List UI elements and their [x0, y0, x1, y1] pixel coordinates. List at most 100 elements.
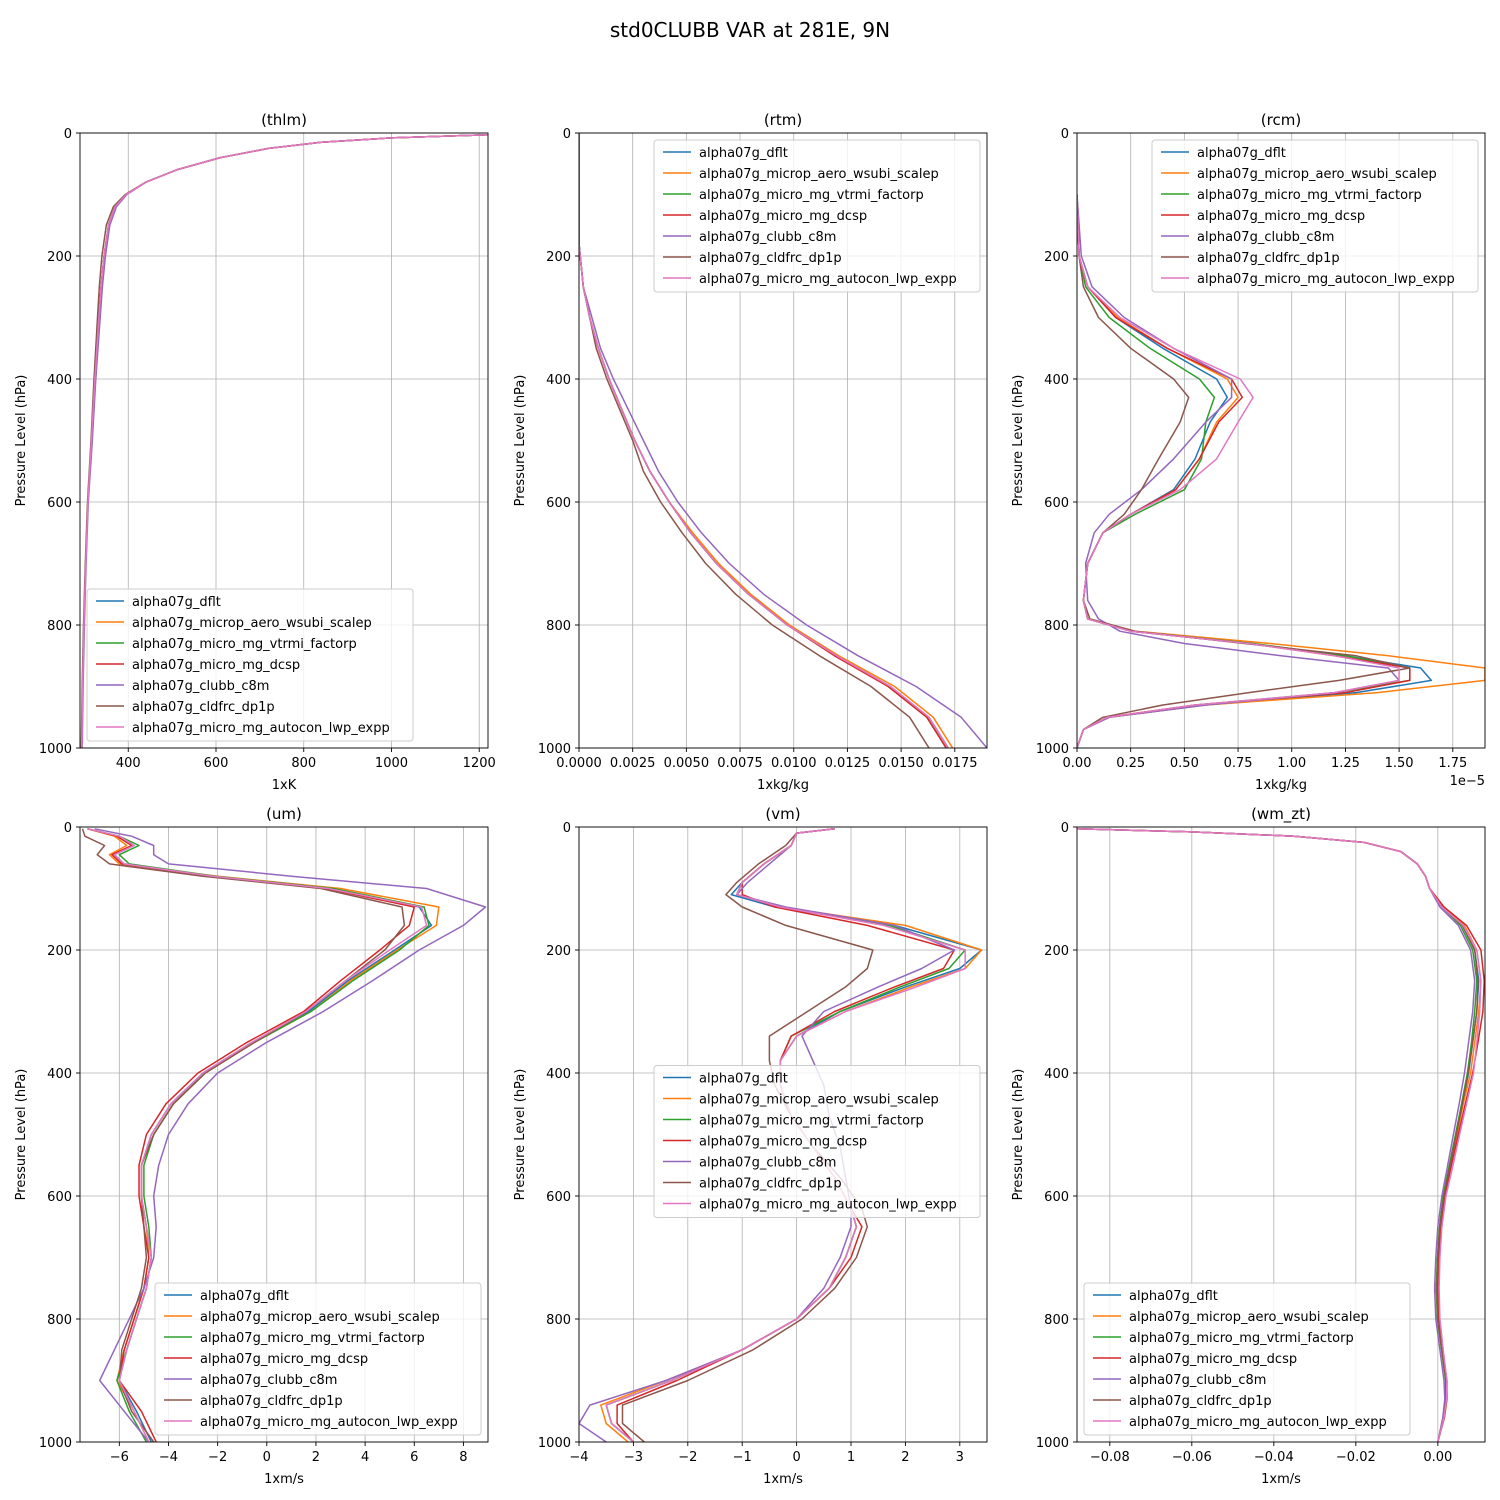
x-tick-label: 0.0100: [771, 756, 817, 771]
x-tick-label: −0.08: [1090, 1450, 1130, 1465]
legend-entry: alpha07g_microp_aero_wsubi_scalep: [200, 1310, 440, 1325]
legend-box: [653, 139, 981, 293]
panel-rcm: 0.00 0.25 0.50 0.75 1.00 1.25 1.50 1.75 0 200 400 6…: [1011, 111, 1486, 793]
x-axis-label: 1xm/s: [264, 1472, 304, 1487]
legend-entry: alpha07g_clubb_c8m: [1129, 1373, 1266, 1388]
y-tick-label: 200: [47, 944, 72, 959]
legend-entry: alpha07g_dflt: [132, 595, 221, 610]
y-tick-label: 400: [1044, 1067, 1069, 1082]
axes-frame: [578, 826, 988, 1443]
panel-vm: −4 −3 −2 −1 0 1 2 3 0 200 400 600 800 1000 (vm) 1xm/s Pr…: [513, 805, 988, 1487]
y-axis-label: Pressure Level (hPa): [14, 375, 29, 507]
legend-entry: alpha07g_cldfrc_dp1p: [200, 1394, 343, 1409]
series-group: [80, 134, 488, 748]
x-tick-label: 2: [312, 1450, 320, 1465]
legend-entry: alpha07g_micro_mg_autocon_lwp_expp: [699, 1198, 957, 1213]
x-tick-label: 0.0075: [717, 756, 763, 771]
panel-um: −6 −4 −2 0 2 4 6 8 0 200 400 600 800 1000 (um) 1xm/s Pre…: [14, 805, 489, 1487]
y-tick-label: 800: [47, 1313, 72, 1328]
legend-entry: alpha07g_dflt: [1129, 1289, 1218, 1304]
x-tick-label: 0.50: [1170, 756, 1199, 771]
x-tick-label: 600: [204, 756, 229, 771]
series-group: [579, 133, 987, 748]
x-axis-label: 1xm/s: [1261, 1472, 1301, 1487]
x-tick-label: −2: [208, 1450, 227, 1465]
x-tick-label: 2: [901, 1450, 909, 1465]
x-tick-label: −0.06: [1172, 1450, 1212, 1465]
x-tick-label: 0.00: [1423, 1450, 1452, 1465]
x-tick-label: −3: [624, 1450, 643, 1465]
y-axis-label: Pressure Level (hPa): [1011, 1069, 1026, 1201]
x-tick-label: −4: [569, 1450, 588, 1465]
y-tick-label: 1000: [538, 1436, 571, 1451]
y-tick-label: 400: [1044, 373, 1069, 388]
x-axis-label: 1xm/s: [763, 1472, 803, 1487]
panel-thlm: 400 600 800 1000 1200 0 200 400 600 800 1000 (thlm)…: [14, 111, 496, 793]
legend-entry: alpha07g_microp_aero_wsubi_scalep: [1197, 167, 1437, 182]
legend-box: [653, 1065, 981, 1218]
y-tick-label: 800: [546, 1313, 571, 1328]
legend: alpha07g_dflt alpha07g_microp_aero_wsubi_…: [653, 1065, 981, 1218]
legend-entry: alpha07g_micro_mg_dcsp: [1197, 209, 1365, 224]
y-tick-label: 400: [546, 373, 571, 388]
series-line-alpha07g_micro_mg_autocon_lwp_expp: [1077, 828, 1482, 1442]
y-tick-label: 1000: [538, 742, 571, 757]
legend-entry: alpha07g_cldfrc_dp1p: [1197, 251, 1340, 266]
y-tick-label: 1000: [1036, 742, 1069, 757]
series-group: [1077, 194, 1485, 748]
panel-rtm: 0.0000 0.0025 0.0050 0.0075 0.0100 0.0125 0.01…: [513, 111, 988, 793]
panel-title: (vm): [765, 805, 800, 823]
x-tick-label: 0.0125: [825, 756, 871, 771]
legend-entry: alpha07g_clubb_c8m: [132, 679, 269, 694]
legend-entry: alpha07g_micro_mg_dcsp: [132, 658, 300, 673]
legend-entry: alpha07g_micro_mg_autocon_lwp_expp: [1197, 272, 1455, 287]
y-axis-label: Pressure Level (hPa): [1011, 375, 1026, 507]
x-tick-label: 0.00: [1063, 756, 1092, 771]
legend-entry: alpha07g_micro_mg_vtrmi_factorp: [200, 1331, 425, 1346]
y-tick-label: 0: [563, 821, 571, 836]
axes-frame: [1076, 132, 1486, 749]
legend-entry: alpha07g_clubb_c8m: [1197, 230, 1334, 245]
x-tick-label: 0.0050: [664, 756, 710, 771]
legend-entry: alpha07g_micro_mg_autocon_lwp_expp: [132, 721, 390, 736]
y-tick-label: 800: [1044, 619, 1069, 634]
x-tick-label: −1: [733, 1450, 752, 1465]
legend-entry: alpha07g_micro_mg_autocon_lwp_expp: [200, 1415, 458, 1430]
legend-entry: alpha07g_micro_mg_vtrmi_factorp: [699, 188, 924, 203]
legend-entry: alpha07g_dflt: [1197, 146, 1286, 161]
legend: alpha07g_dflt alpha07g_microp_aero_wsubi_…: [1083, 1282, 1411, 1436]
series-group: [81, 828, 487, 1442]
x-tick-label: 0.0000: [556, 756, 602, 771]
legend-entry: alpha07g_micro_mg_autocon_lwp_expp: [1129, 1415, 1387, 1430]
legend-entry: alpha07g_micro_mg_autocon_lwp_expp: [699, 272, 957, 287]
legend-entry: alpha07g_micro_mg_dcsp: [699, 1135, 867, 1150]
axes-frame: [79, 826, 489, 1443]
legend-box: [86, 588, 414, 742]
legend-entry: alpha07g_cldfrc_dp1p: [1129, 1394, 1272, 1409]
x-tick-label: 0.75: [1224, 756, 1253, 771]
x-tick-label: 1200: [463, 756, 496, 771]
legend-entry: alpha07g_microp_aero_wsubi_scalep: [1129, 1310, 1369, 1325]
y-axis-label: Pressure Level (hPa): [513, 1069, 528, 1201]
series-line-alpha07g_micro_mg_autocon_lwp_expp: [87, 828, 428, 1442]
x-tick-label: 0.0175: [932, 756, 978, 771]
y-tick-label: 400: [47, 373, 72, 388]
series-group: [1077, 828, 1485, 1442]
x-tick-label: 400: [116, 756, 141, 771]
axes-frame: [578, 132, 988, 749]
x-axis-label: 1xkg/kg: [1255, 778, 1307, 793]
y-tick-label: 600: [1044, 496, 1069, 511]
y-tick-label: 1000: [1036, 1436, 1069, 1451]
panel-wm_zt: −0.08 −0.06 −0.04 −0.02 0.00 0 200 400 600 800 100…: [1011, 805, 1486, 1487]
legend-entry: alpha07g_clubb_c8m: [200, 1373, 337, 1388]
legend-entry: alpha07g_microp_aero_wsubi_scalep: [699, 1093, 939, 1108]
y-tick-label: 0: [64, 127, 72, 142]
legend-box: [1151, 139, 1479, 293]
x-axis-label: 1xK: [272, 778, 297, 793]
legend-entry: alpha07g_microp_aero_wsubi_scalep: [699, 167, 939, 182]
series-line-alpha07g_micro_mg_autocon_lwp_expp: [1077, 194, 1400, 748]
series-line-alpha07g_clubb_c8m: [94, 828, 487, 1442]
panel-title: (rcm): [1261, 111, 1301, 129]
panel-title: (rtm): [764, 111, 802, 129]
